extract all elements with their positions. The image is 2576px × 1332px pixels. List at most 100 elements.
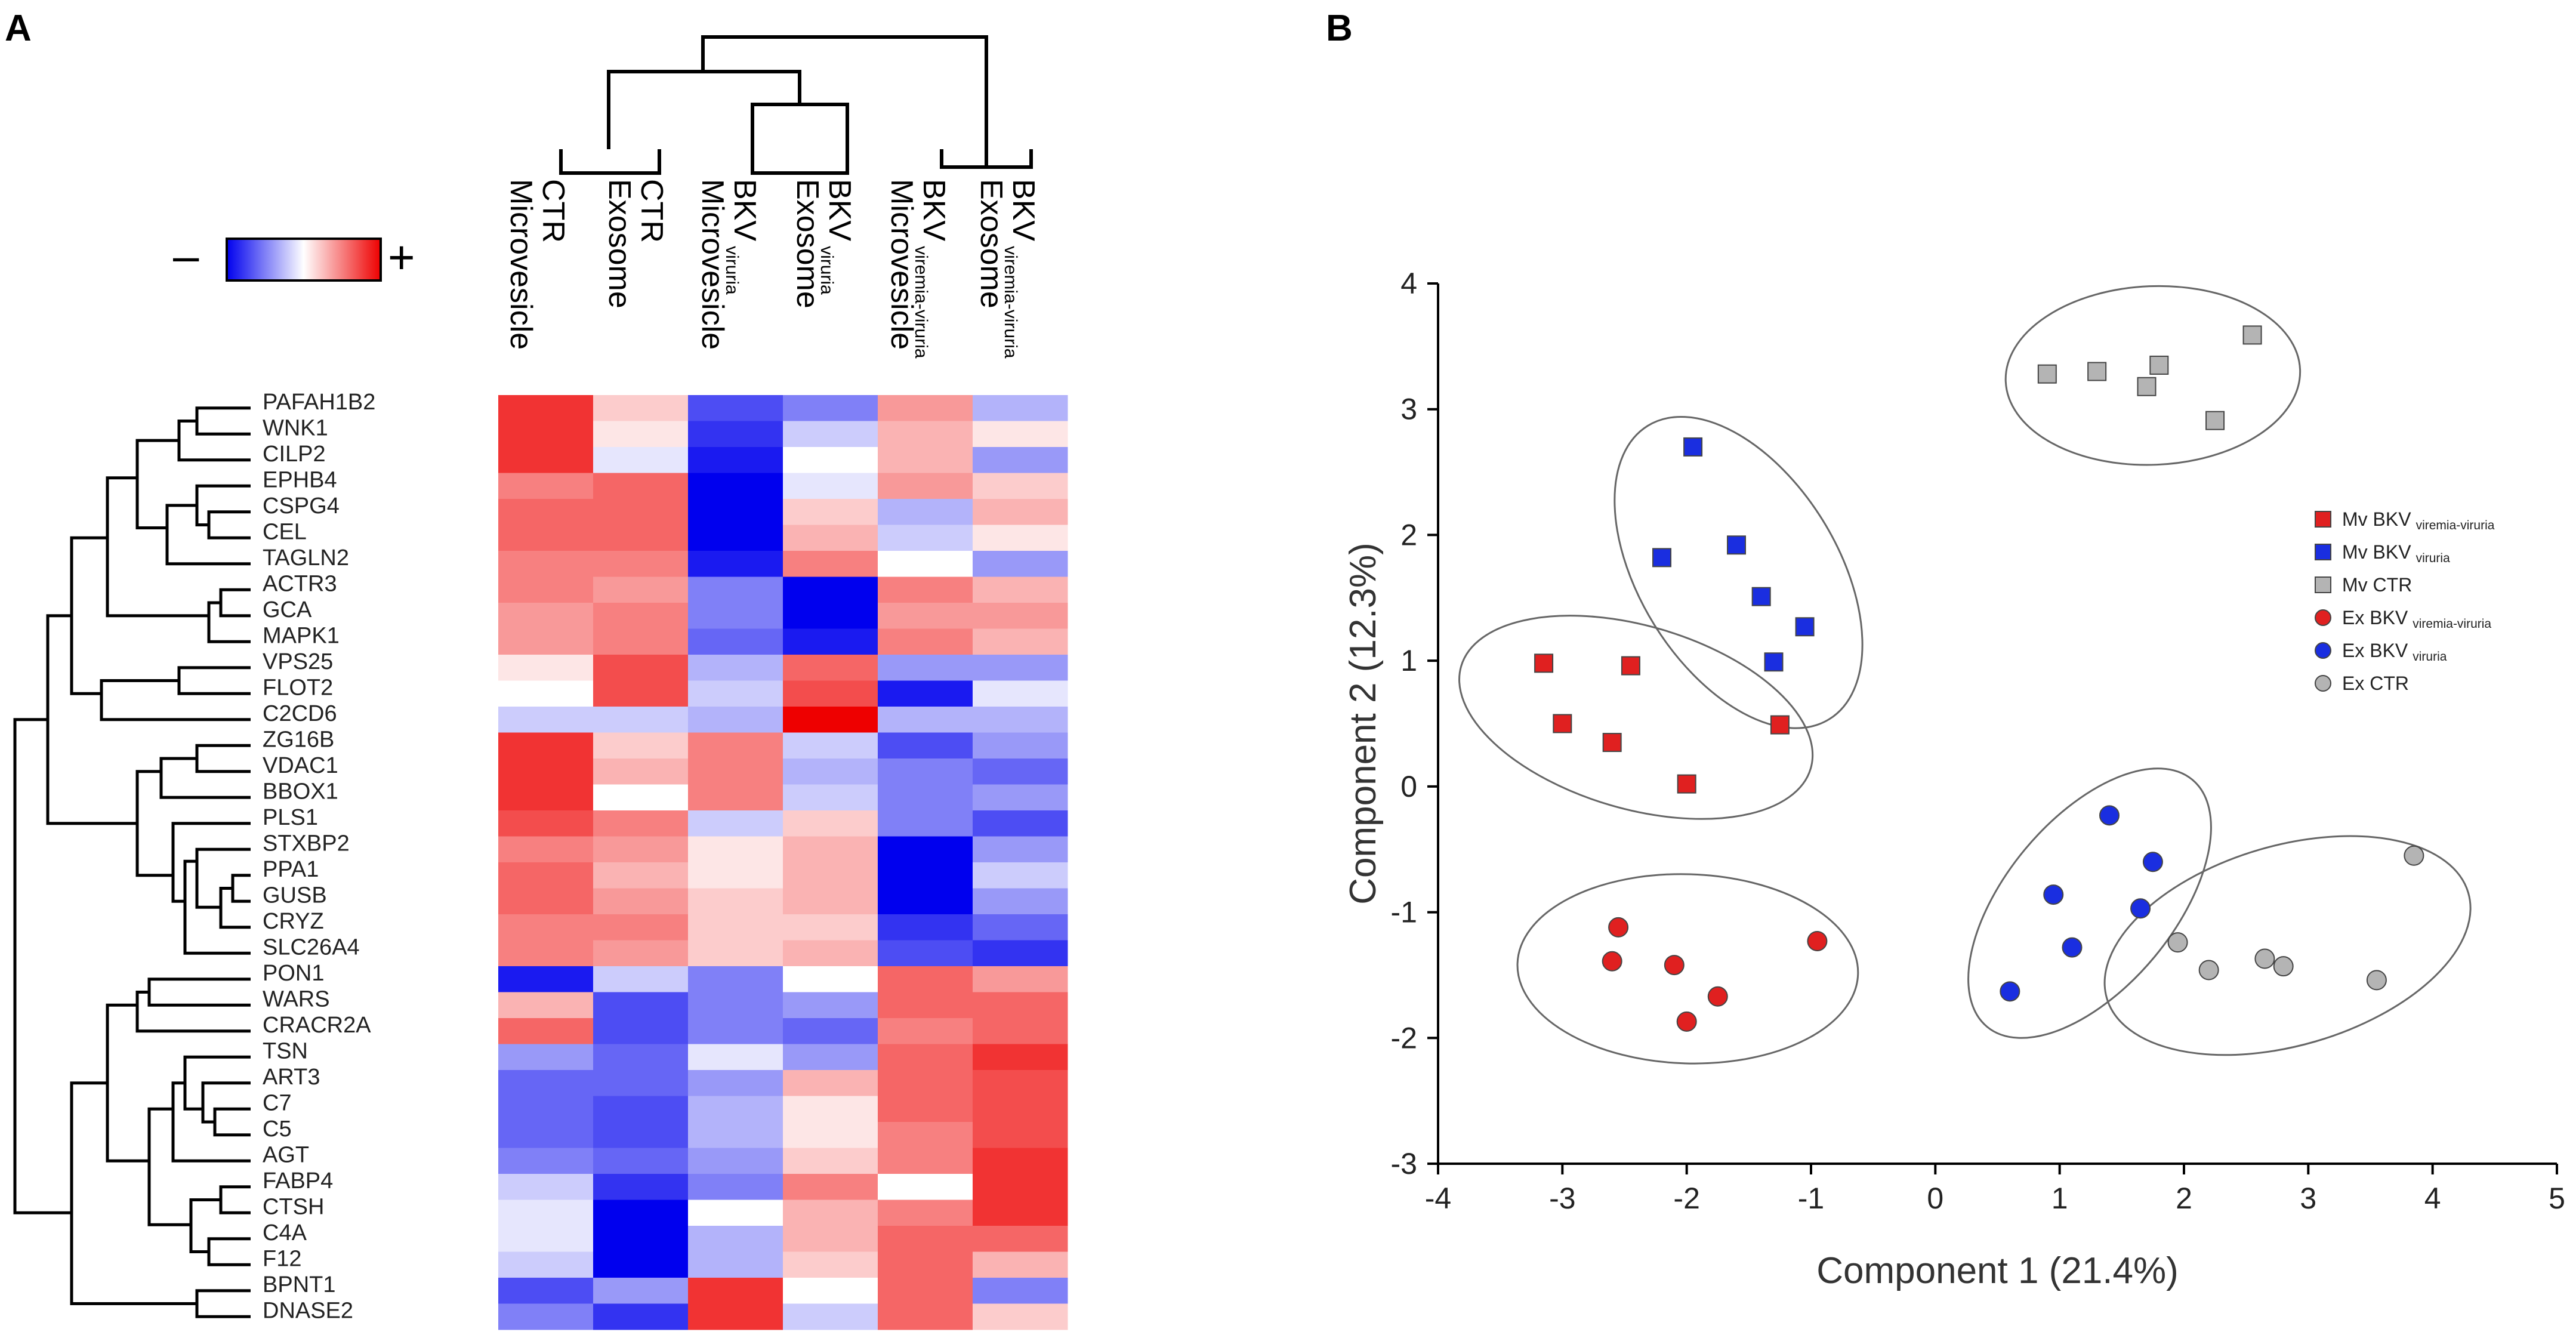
heatmap-cell bbox=[688, 525, 783, 551]
heatmap-cell bbox=[973, 992, 1068, 1019]
heatmap-cell bbox=[783, 499, 878, 525]
heatmap-cell bbox=[973, 732, 1068, 759]
scatter-point bbox=[1707, 986, 1728, 1007]
heatmap-cell bbox=[878, 914, 973, 941]
gene-label: SLC26A4 bbox=[263, 935, 360, 960]
scatter-point bbox=[1553, 714, 1572, 733]
heatmap-cell bbox=[498, 1044, 594, 1071]
heatmap-cell bbox=[878, 1174, 973, 1200]
heatmap-cell bbox=[878, 940, 973, 967]
heatmap-cell bbox=[783, 888, 878, 915]
heatmap-cell bbox=[593, 940, 689, 967]
heatmap-cell bbox=[498, 1200, 594, 1226]
gene-label: WARS bbox=[263, 987, 330, 1012]
heatmap-cell bbox=[783, 1303, 878, 1330]
heatmap-cell bbox=[593, 655, 689, 681]
heatmap-cell bbox=[878, 1226, 973, 1252]
scatter-point bbox=[1807, 931, 1828, 952]
heatmap-cell bbox=[878, 1096, 973, 1123]
legend-label: Mv BKV viruria bbox=[2342, 541, 2450, 565]
cluster-ellipses bbox=[1458, 285, 2472, 1065]
heatmap-cell bbox=[878, 551, 973, 577]
heatmap-cell bbox=[973, 525, 1068, 551]
heatmap-cell bbox=[973, 1096, 1068, 1123]
heatmap-cell bbox=[498, 447, 594, 473]
heatmap-cell bbox=[878, 707, 973, 733]
scatter-point bbox=[2205, 411, 2225, 430]
heatmap-cell bbox=[593, 628, 689, 655]
column-label-subscript: viremia-viruria bbox=[1001, 246, 1020, 359]
heatmap-cell bbox=[688, 680, 783, 707]
heatmap-cell bbox=[973, 1226, 1068, 1252]
heatmap-cell bbox=[973, 680, 1068, 707]
heatmap-cell bbox=[498, 966, 594, 992]
heatmap-cell bbox=[593, 525, 689, 551]
heatmap-cell bbox=[498, 1251, 594, 1278]
column-label-group: CTR bbox=[536, 179, 570, 243]
scatter-point bbox=[2130, 898, 2151, 919]
heatmap-cell bbox=[498, 628, 594, 655]
heatmap-cell bbox=[878, 421, 973, 448]
heatmap-cell bbox=[688, 628, 783, 655]
dendrogram-branch bbox=[135, 439, 179, 529]
y-tick-label: 4 bbox=[1400, 267, 1417, 300]
heatmap-cell bbox=[878, 992, 973, 1019]
heatmap-cell bbox=[498, 836, 594, 863]
heatmap-cell bbox=[878, 603, 973, 629]
heatmap-cell bbox=[593, 603, 689, 629]
heatmap-cell bbox=[688, 1018, 783, 1044]
heatmap-cell bbox=[593, 1070, 689, 1096]
heatmap-cell bbox=[783, 758, 878, 785]
scatter-point bbox=[2242, 325, 2262, 345]
heatmap-cell bbox=[593, 784, 689, 811]
gene-label: C2CD6 bbox=[263, 701, 337, 726]
heatmap-cell bbox=[878, 473, 973, 500]
heatmap-cell bbox=[498, 1148, 594, 1174]
heatmap-cell bbox=[593, 1251, 689, 1278]
heatmap-cell bbox=[878, 784, 973, 811]
heatmap-cell bbox=[688, 1278, 783, 1304]
dendrogram-branch bbox=[213, 1107, 251, 1137]
heatmap-cell bbox=[498, 862, 594, 889]
heatmap-cell bbox=[498, 1070, 594, 1096]
dendrogram-branch bbox=[183, 859, 251, 955]
heatmap-cell bbox=[593, 1096, 689, 1123]
heatmap-cell bbox=[878, 810, 973, 837]
cluster-ellipse bbox=[1458, 615, 1814, 820]
heatmap-cell bbox=[593, 1122, 689, 1148]
column-label-subscript: viremia-viruria bbox=[911, 246, 931, 359]
heatmap-cell bbox=[688, 810, 783, 837]
heatmap-cell bbox=[973, 499, 1068, 525]
heatmap-cell bbox=[593, 421, 689, 448]
scatter-point bbox=[2198, 960, 2219, 980]
heatmap-cell bbox=[498, 680, 594, 707]
scatter-point bbox=[2167, 932, 2188, 953]
heatmap-cell bbox=[688, 1044, 783, 1071]
dendrogram-branch bbox=[195, 744, 251, 773]
heatmap-cell bbox=[593, 810, 689, 837]
heatmap-cell bbox=[498, 940, 594, 967]
x-axis-title: Component 1 (21.4%) bbox=[1816, 1250, 2179, 1291]
dendrogram-branch bbox=[106, 1003, 149, 1163]
scatter-point bbox=[1795, 617, 1815, 637]
scatter-point bbox=[2000, 981, 2020, 1002]
heatmap-cell bbox=[688, 655, 783, 681]
heatmap-cell bbox=[498, 758, 594, 785]
heatmap-cell bbox=[783, 1200, 878, 1226]
heatmap-cell bbox=[973, 1122, 1068, 1148]
dendrogram-branch bbox=[135, 991, 251, 1033]
panel-b-label: B bbox=[1326, 8, 1353, 49]
heatmap-cell bbox=[688, 421, 783, 448]
scatter-point bbox=[2087, 362, 2107, 381]
heatmap bbox=[498, 395, 1068, 1330]
heatmap-cell bbox=[783, 784, 878, 811]
heatmap-cell bbox=[498, 784, 594, 811]
dendrogram-branch bbox=[147, 978, 251, 1007]
heatmap-cell bbox=[498, 1226, 594, 1252]
legend-marker bbox=[2315, 544, 2331, 560]
heatmap-cell bbox=[688, 914, 783, 941]
heatmap-cell bbox=[688, 1148, 783, 1174]
y-tick-label: -3 bbox=[1391, 1147, 1417, 1180]
heatmap-cell bbox=[498, 1122, 594, 1148]
